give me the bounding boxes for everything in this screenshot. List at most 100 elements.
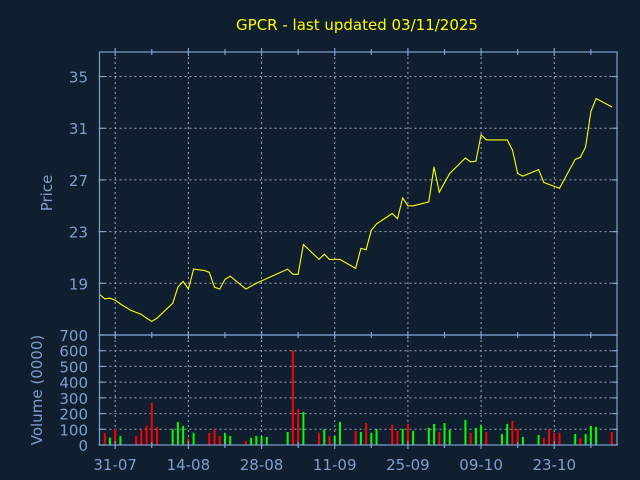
volume-tick-label: 100 (59, 421, 88, 439)
volume-bar (406, 423, 409, 445)
x-tick-label: 11-09 (313, 456, 357, 474)
price-point (511, 149, 513, 151)
volume-bar (516, 428, 519, 445)
volume-bar (506, 423, 509, 445)
price-point (464, 157, 466, 159)
x-tick-label: 25-09 (386, 456, 430, 474)
price-point (590, 110, 592, 112)
volume-tick-label: 600 (59, 343, 88, 361)
price-point (219, 288, 221, 290)
volume-bar (548, 428, 551, 445)
volume-bar (584, 434, 587, 445)
price-point (517, 172, 519, 174)
price-point (193, 268, 195, 270)
price-point (172, 302, 174, 304)
gridlines (99, 52, 617, 445)
price-point (449, 172, 451, 174)
volume-bar (438, 431, 441, 445)
price-point (297, 273, 299, 275)
volume-bar (291, 350, 294, 445)
price-point (433, 166, 435, 168)
volume-bar (286, 431, 289, 445)
volume-bar (150, 402, 153, 445)
volume-bar (218, 436, 221, 445)
volume-bar (255, 436, 258, 445)
volume-bar (208, 432, 211, 445)
volume-bar (469, 432, 472, 445)
volume-bar (333, 436, 336, 445)
volume-tick-label: 300 (59, 390, 88, 408)
price-tick-label: 35 (69, 69, 88, 87)
price-point (214, 286, 215, 288)
volume-bar (119, 436, 122, 445)
volume-bar (328, 436, 331, 445)
volume-tick-label: 500 (59, 358, 88, 376)
volume-bar (375, 428, 378, 445)
price-point (412, 205, 414, 207)
volume-bar (365, 423, 368, 445)
price-point (318, 258, 320, 260)
volume-bar (176, 421, 179, 445)
price-point (119, 303, 121, 305)
volume-bar (244, 440, 247, 445)
volume-bar (433, 423, 436, 445)
price-point (287, 268, 289, 270)
volume-bar (213, 428, 216, 445)
volume-bar (589, 425, 592, 445)
price-point (376, 223, 378, 225)
price-point (428, 201, 430, 203)
price-series (99, 97, 613, 323)
volume-bar (412, 431, 415, 445)
x-tick-label: 28-08 (240, 456, 284, 474)
price-point (522, 175, 524, 177)
volume-bar (108, 437, 111, 445)
x-tick-label: 23-10 (532, 456, 576, 474)
volume-bar (338, 421, 341, 445)
volume-bar (223, 432, 226, 445)
volume-bar (156, 426, 158, 445)
price-point (203, 269, 205, 271)
volume-bar (359, 431, 362, 445)
price-point (470, 161, 472, 163)
volume-bar (114, 428, 117, 445)
price-point (177, 286, 179, 288)
volume-tick-label: 200 (59, 406, 88, 424)
axes (98, 48, 618, 449)
price-point (574, 158, 576, 160)
volume-bar (297, 408, 300, 445)
price-tick-label: 19 (69, 275, 88, 293)
price-point (538, 169, 540, 171)
price-plot-frame (98, 51, 618, 336)
price-tick-label: 31 (69, 120, 88, 138)
volume-bar (427, 427, 430, 445)
volume-bar (558, 432, 561, 445)
volume-bar (265, 436, 268, 445)
price-point (585, 146, 587, 148)
price-point (355, 267, 357, 269)
volume-bar (521, 436, 524, 445)
volume-bar (574, 434, 577, 445)
price-point (595, 98, 597, 100)
price-point (559, 187, 560, 189)
price-axis-label: Price (38, 175, 56, 212)
price-point (302, 244, 304, 246)
price-tick-label: 27 (69, 172, 88, 190)
price-line (99, 97, 613, 323)
volume-bar (537, 434, 540, 445)
volume-bar (474, 427, 477, 445)
volume-bar (192, 432, 195, 445)
price-point (579, 156, 581, 158)
price-point (146, 317, 148, 319)
volume-bar (354, 431, 357, 445)
volume-plot-frame (98, 334, 618, 446)
volume-bar (396, 431, 399, 445)
volume-bar (448, 429, 451, 445)
x-tick-label: 09-10 (459, 456, 503, 474)
volume-bar (302, 411, 305, 445)
price-point (360, 247, 362, 249)
volume-bar (171, 429, 174, 445)
price-point (114, 299, 116, 301)
price-point (182, 280, 184, 282)
volume-tick-label: 700 (59, 327, 88, 345)
